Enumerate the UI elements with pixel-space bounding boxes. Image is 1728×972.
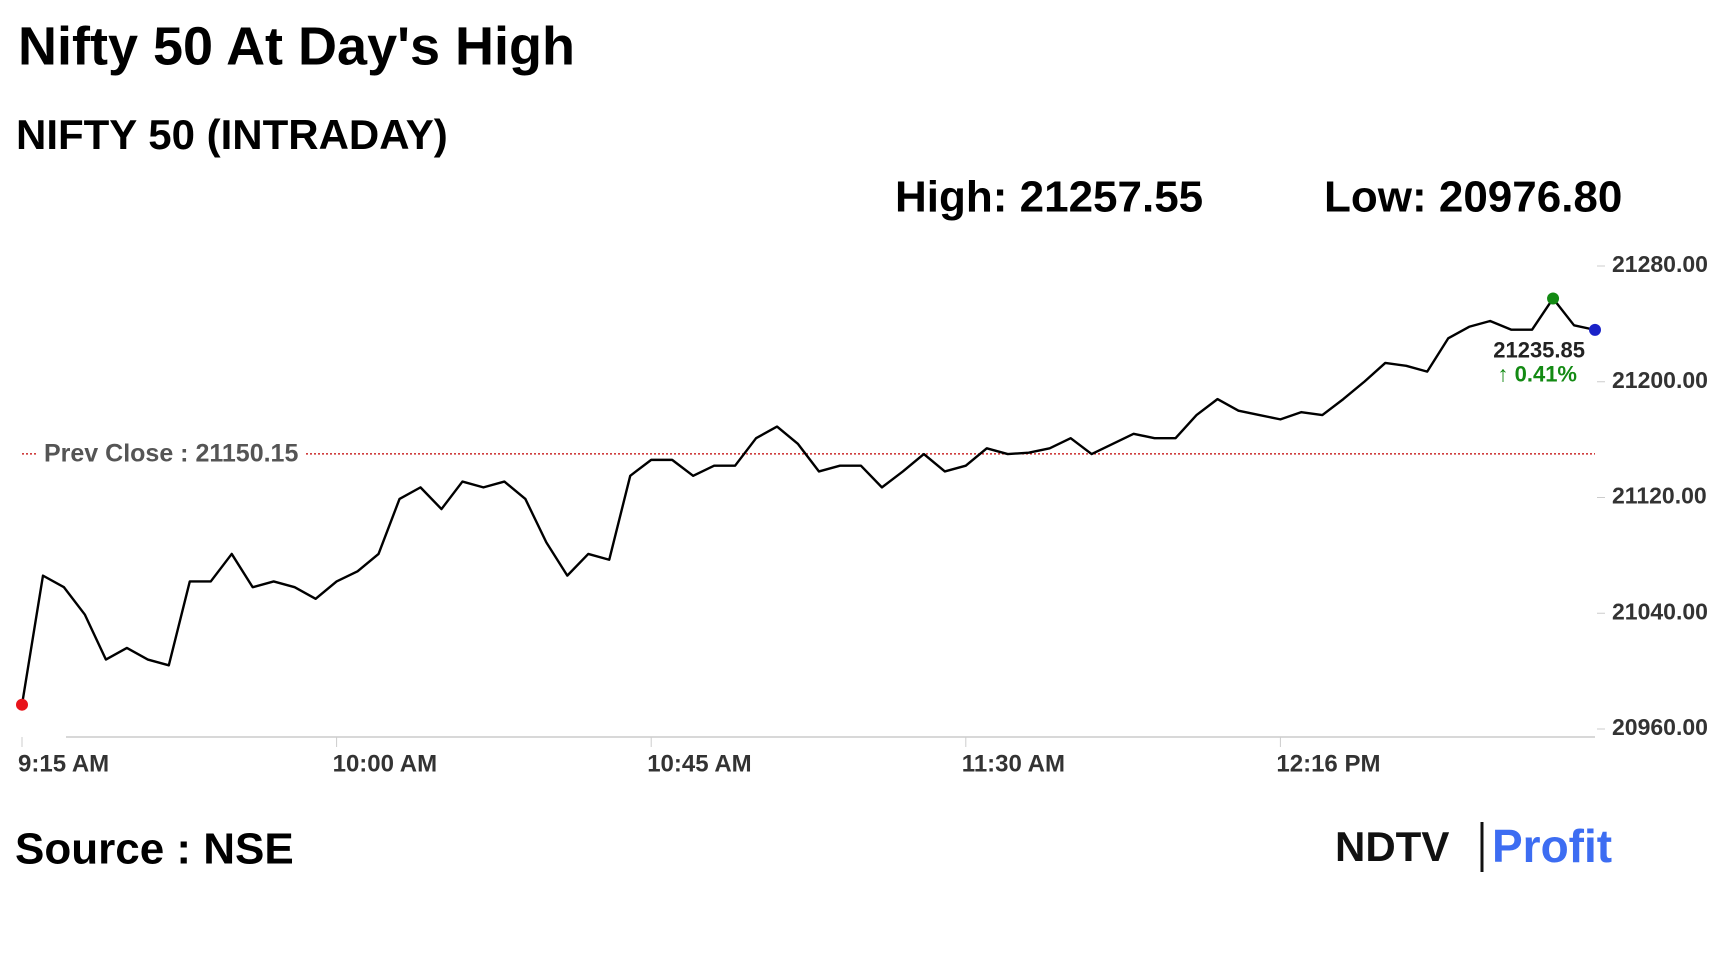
y-tick-label: 20960.00 [1612, 714, 1708, 740]
price-line [20, 297, 1596, 705]
low-stat: Low: 20976.80 [1324, 173, 1622, 222]
logo-left: NDTV [1335, 823, 1449, 870]
reference-label: Prev Close : 21150.15 [44, 439, 298, 467]
y-tick-label: 21040.00 [1612, 598, 1708, 624]
x-tick-label: 12:16 PM [1276, 750, 1380, 777]
chart-title: Nifty 50 At Day's High [18, 16, 575, 76]
x-tick-label: 9:15 AM [18, 750, 109, 777]
point-marker [1589, 323, 1601, 336]
chart-subtitle: NIFTY 50 (INTRADAY) [16, 111, 448, 158]
x-tick-label: 10:00 AM [333, 750, 437, 777]
high-stat: High: 21257.55 [895, 173, 1203, 222]
point-marker [1547, 292, 1560, 305]
point-marker [16, 698, 28, 711]
y-tick-label: 21280.00 [1612, 251, 1708, 277]
y-tick-label: 21200.00 [1612, 367, 1708, 393]
reference-label-bg [38, 437, 305, 470]
change-label: ↑ 0.41% [1498, 362, 1578, 387]
last-value-label: 21235.85 [1493, 338, 1585, 363]
logo-right: Profit [1492, 820, 1612, 872]
source: Source : NSE [15, 825, 294, 874]
x-tick-label: 11:30 AM [962, 750, 1065, 777]
x-tick-label: 10:45 AM [647, 750, 751, 777]
y-tick-label: 21120.00 [1612, 483, 1707, 509]
